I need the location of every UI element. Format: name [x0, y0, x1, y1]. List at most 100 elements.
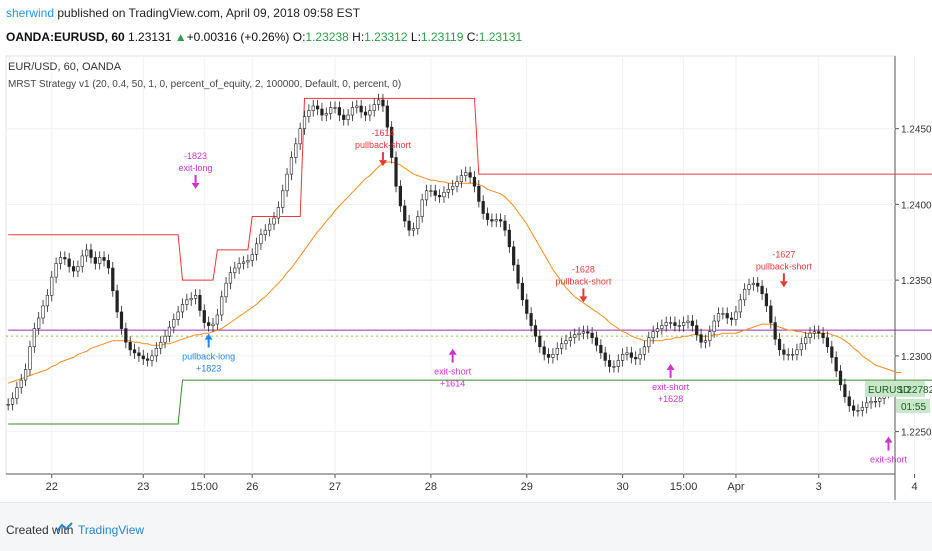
x-tick-label: 30 [617, 481, 629, 493]
candle-body [10, 397, 15, 405]
candle-body [490, 219, 494, 222]
candle-body [398, 185, 402, 207]
chart-title: EUR/USD, 60, OANDA [8, 61, 122, 73]
chart-subtitle: MRST Strategy v1 (20, 0.4, 50, 1, 0, per… [8, 79, 401, 90]
author-link[interactable]: sherwind [6, 6, 55, 20]
publish-info: published on TradingView.com, April 09, … [57, 6, 361, 20]
candle-body [777, 338, 782, 351]
candle-body [865, 402, 869, 408]
publish-header: sherwind published on TradingView.com, A… [6, 6, 360, 20]
candle-body [102, 257, 106, 261]
candle-body [268, 223, 272, 231]
candle-body [804, 337, 808, 345]
candle-body [115, 290, 119, 313]
candle-body [241, 261, 246, 264]
candle-body [54, 263, 58, 278]
candle-body [315, 105, 320, 110]
candle-body [233, 267, 237, 273]
trade-label: exit-short [652, 382, 690, 392]
candle-body [285, 173, 289, 192]
candle-body [416, 216, 420, 229]
x-tick-label: 15:00 [191, 481, 219, 493]
candle-body [385, 105, 389, 128]
candle-body [756, 282, 760, 287]
candle-body [655, 328, 660, 332]
candle-body [146, 358, 150, 361]
candle-body [542, 346, 546, 355]
candle-body [111, 267, 115, 292]
candle-body [150, 355, 154, 361]
candle-body [477, 185, 481, 202]
candle-body [202, 310, 206, 323]
trade-label: -1627 [772, 249, 795, 259]
series-line-dc_high [8, 97, 932, 281]
candle-body [790, 354, 795, 356]
up-arrow-icon: ▲ [174, 30, 187, 44]
candle-body [638, 354, 642, 360]
candle-body [668, 322, 673, 324]
trade-arrow-marker [579, 296, 588, 303]
trade-label: -1614 [371, 128, 394, 138]
candle-body [721, 313, 725, 315]
candle-body [729, 317, 734, 320]
symbol-name: OANDA:EURUSD, 60 [6, 30, 125, 44]
candle-body [769, 305, 773, 323]
candle-body [512, 246, 516, 266]
candle-body [272, 217, 276, 225]
candle-body [80, 255, 84, 267]
candle-body [289, 157, 294, 175]
candle-body [786, 354, 790, 356]
tradingview-link[interactable]: TradingView [78, 523, 145, 537]
candle-body [616, 360, 620, 367]
candle-body [538, 335, 542, 348]
candle-body [525, 299, 529, 314]
candle-body [433, 190, 437, 196]
x-tick-label: 23 [137, 481, 149, 493]
trade-label: exit-long [179, 163, 213, 173]
candle-body [333, 107, 337, 109]
trade-label: pullback-short [756, 261, 813, 271]
trade-label: exit-short [434, 367, 472, 377]
trade-label: -1628 [572, 264, 595, 274]
candle-body [355, 105, 359, 108]
symbol-badge [865, 380, 925, 397]
price-chart[interactable]: 1.24500 1.24000 1.23500 1.23000 1.22500 22 23 1… [0, 50, 932, 500]
series-line-dc_low [8, 379, 932, 425]
candle-body [407, 220, 411, 231]
candle-body [307, 110, 311, 117]
candle-body [394, 157, 398, 187]
candle-body [359, 105, 363, 113]
candle-body [176, 311, 180, 320]
tradingview-logo-icon [56, 522, 73, 532]
candle-body [220, 296, 224, 316]
trade-arrow-marker [884, 436, 893, 443]
candle-body [32, 328, 36, 348]
candle-body [58, 257, 63, 264]
candle-body [830, 346, 834, 358]
chart-area[interactable]: 1.24500 1.24000 1.23500 1.23000 1.22500 22 23 1… [0, 50, 932, 500]
candle-body [137, 352, 141, 357]
candle-body [337, 107, 341, 116]
candle-body [246, 260, 250, 263]
candle-body [625, 352, 629, 355]
candle-body [581, 331, 586, 334]
candle-body [499, 219, 503, 222]
candle-body [738, 299, 742, 313]
trade-label: pullback-short [355, 140, 412, 150]
candle-body [41, 305, 45, 319]
plot-area [5, 55, 896, 475]
open-value: 1.23238 [305, 30, 349, 44]
candle-body [599, 344, 603, 354]
high-value: 1.23312 [364, 30, 408, 44]
candle-body [647, 337, 651, 348]
candle-body [546, 354, 551, 358]
candle-body [520, 282, 525, 301]
candle-body [76, 266, 80, 272]
candle-body [660, 325, 664, 329]
candle-body [250, 254, 254, 261]
candle-body [281, 190, 285, 208]
trade-label: +1614 [440, 379, 465, 389]
candle-body [28, 346, 32, 370]
candle-body [172, 319, 176, 328]
candle-body [716, 313, 721, 322]
